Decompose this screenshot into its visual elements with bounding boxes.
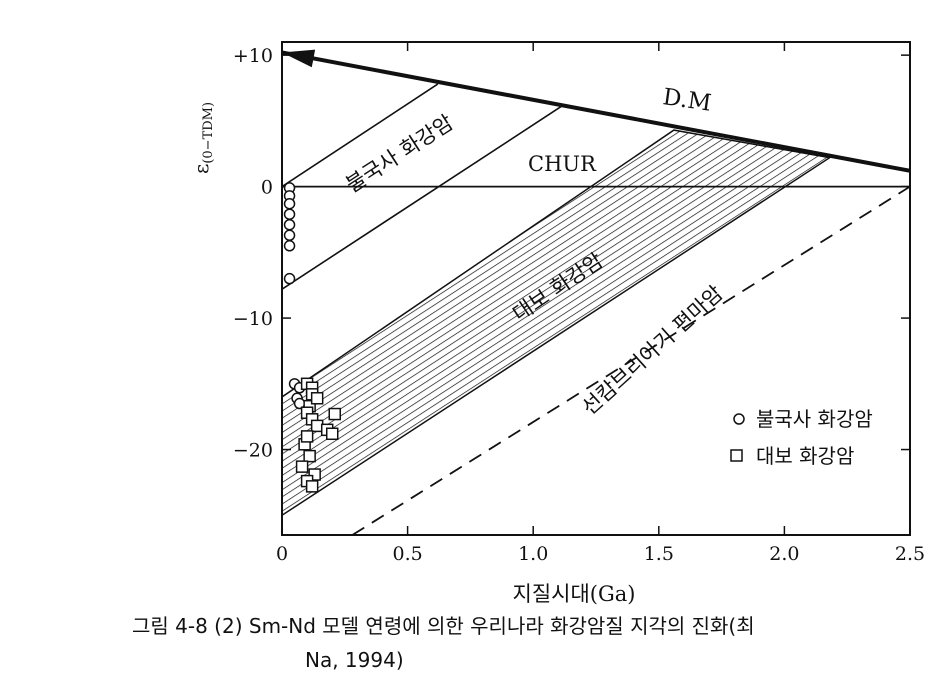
bulguksa-point	[283, 272, 296, 285]
y-tick-label: 0	[261, 177, 273, 199]
bulguksa-point	[283, 229, 296, 242]
figure-caption-line2: Na, 1994)	[305, 648, 404, 672]
x-axis-label: 지질시대(Ga)	[513, 582, 636, 606]
legend-circle-marker	[733, 413, 745, 425]
figure-caption: 그림 4-8 (2) Sm-Nd 모델 연령에 의한 우리나라 화강암질 지각의…	[132, 614, 755, 638]
legend-square-marker	[730, 449, 743, 462]
daebo-point	[300, 430, 314, 443]
svg-text:ε(0−TDM): ε(0−TDM)	[189, 102, 216, 174]
daebo-point	[303, 449, 316, 463]
x-tick-label: 0	[276, 543, 288, 565]
x-tick-label: 1.5	[644, 543, 674, 565]
daebo-point	[325, 427, 339, 441]
dm-line	[282, 50, 910, 173]
tick-labels: 0 0.5 1.0 1.5 2.0 2.5 +10 0 −10 −20	[233, 45, 925, 565]
x-tick-label: 2.0	[769, 543, 799, 565]
daebo-point	[328, 407, 342, 421]
legend-label-daebo: 대보 화강암	[756, 444, 854, 468]
precambrian-line	[351, 185, 910, 535]
y-axis-label-subscript: (0−TDM)	[201, 102, 216, 164]
y-tick-label: +10	[233, 45, 273, 67]
x-tick-label: 2.5	[895, 543, 925, 565]
daebo-point	[310, 392, 324, 405]
y-tick-label: −10	[233, 308, 273, 330]
data-markers	[283, 182, 342, 493]
bulguksa-lower-line	[282, 104, 564, 290]
legend-label-bulguksa: 불국사 화강암	[756, 407, 873, 431]
x-tick-label: 1.0	[518, 543, 548, 565]
bulguksa-region-label: 불국사 화강암	[342, 110, 458, 197]
legend: 불국사 화강암 대보 화강암	[730, 407, 873, 468]
bulguksa-upper-line	[282, 83, 439, 188]
bulguksa-point	[283, 208, 296, 220]
chur-label: CHUR	[528, 152, 597, 176]
y-axis-label: ε(0−TDM)	[189, 102, 216, 174]
daebo-point	[308, 468, 321, 481]
bulguksa-point	[283, 240, 296, 252]
daebo-point	[305, 480, 319, 493]
bulguksa-point	[283, 218, 296, 231]
daebo-point	[295, 460, 309, 473]
dm-arrowhead	[282, 49, 316, 68]
x-tick-label: 0.5	[392, 543, 422, 565]
dm-label: D.M	[661, 84, 713, 116]
bulguksa-point	[283, 197, 296, 210]
y-tick-label: −20	[233, 440, 273, 462]
